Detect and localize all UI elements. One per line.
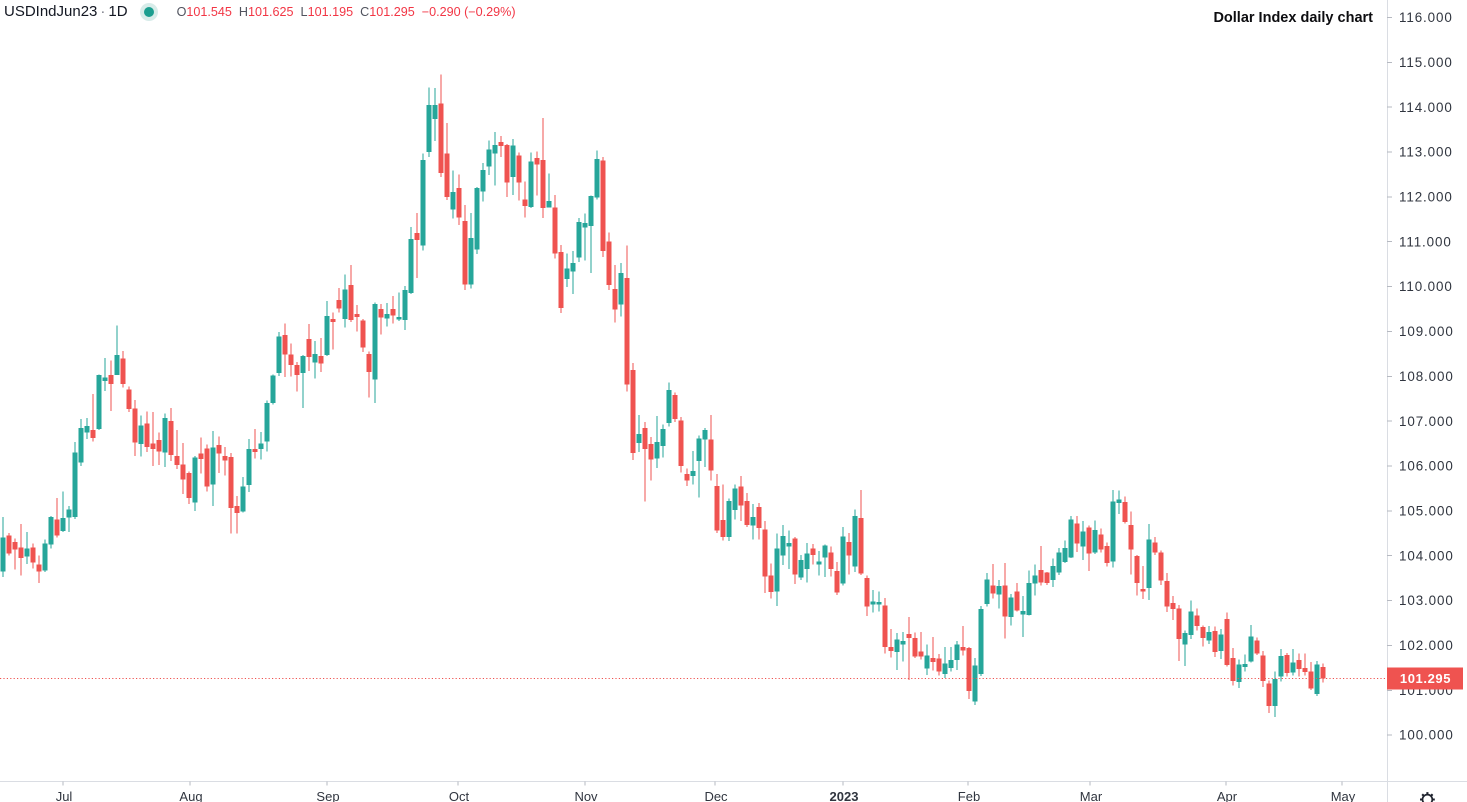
svg-text:Jul: Jul bbox=[56, 789, 73, 802]
svg-text:104.000: 104.000 bbox=[1399, 548, 1454, 563]
svg-text:103.000: 103.000 bbox=[1399, 593, 1454, 608]
svg-text:106.000: 106.000 bbox=[1399, 459, 1454, 474]
svg-text:111.000: 111.000 bbox=[1399, 234, 1452, 249]
svg-text:May: May bbox=[1331, 789, 1356, 802]
svg-text:112.000: 112.000 bbox=[1399, 190, 1453, 205]
svg-text:102.000: 102.000 bbox=[1399, 638, 1454, 653]
svg-text:Nov: Nov bbox=[574, 789, 598, 802]
svg-text:Feb: Feb bbox=[958, 789, 980, 802]
svg-text:Aug: Aug bbox=[179, 789, 202, 802]
svg-text:115.000: 115.000 bbox=[1399, 55, 1453, 70]
svg-text:107.000: 107.000 bbox=[1399, 414, 1454, 429]
svg-text:Dec: Dec bbox=[704, 789, 728, 802]
svg-text:Oct: Oct bbox=[449, 789, 470, 802]
svg-text:113.000: 113.000 bbox=[1399, 145, 1453, 160]
svg-text:116.000: 116.000 bbox=[1399, 10, 1453, 25]
svg-text:2023: 2023 bbox=[830, 789, 859, 802]
svg-text:109.000: 109.000 bbox=[1399, 324, 1454, 339]
svg-text:110.000: 110.000 bbox=[1399, 279, 1453, 294]
svg-text:100.000: 100.000 bbox=[1399, 728, 1454, 743]
svg-text:108.000: 108.000 bbox=[1399, 369, 1454, 384]
svg-text:114.000: 114.000 bbox=[1399, 100, 1453, 115]
svg-text:105.000: 105.000 bbox=[1399, 504, 1454, 519]
svg-text:Mar: Mar bbox=[1080, 789, 1103, 802]
svg-text:Apr: Apr bbox=[1217, 789, 1238, 802]
svg-text:Sep: Sep bbox=[316, 789, 339, 802]
svg-text:101.295: 101.295 bbox=[1400, 671, 1451, 686]
